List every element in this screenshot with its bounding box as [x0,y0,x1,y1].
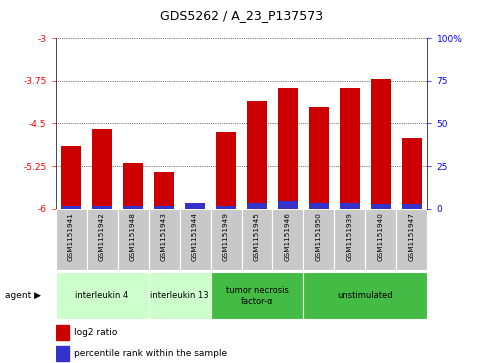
Bar [92,129,112,209]
FancyBboxPatch shape [242,209,272,270]
FancyBboxPatch shape [117,209,149,270]
Bar [56,325,69,340]
Bar [185,203,205,209]
Bar [216,206,236,209]
Bar [278,88,298,209]
FancyBboxPatch shape [211,209,242,270]
Bar [309,107,329,209]
FancyBboxPatch shape [366,209,397,270]
Bar [340,88,360,209]
Bar [340,203,360,209]
Bar [371,79,391,209]
Bar [402,204,422,209]
FancyBboxPatch shape [303,273,427,319]
Bar [402,138,422,209]
FancyBboxPatch shape [56,273,149,319]
FancyBboxPatch shape [334,209,366,270]
Text: GSM1151939: GSM1151939 [347,212,353,261]
FancyBboxPatch shape [149,273,211,319]
Bar [309,203,329,209]
Bar [247,101,267,209]
Bar [216,132,236,209]
Bar [154,206,174,209]
Text: tumor necrosis
factor-α: tumor necrosis factor-α [226,286,288,306]
FancyBboxPatch shape [272,209,303,270]
Text: GSM1151944: GSM1151944 [192,212,198,261]
Text: percentile rank within the sample: percentile rank within the sample [74,349,227,358]
Text: log2 ratio: log2 ratio [74,328,117,337]
Text: GSM1151946: GSM1151946 [285,212,291,261]
Text: unstimulated: unstimulated [338,291,393,300]
Bar [61,146,81,209]
Bar [56,346,69,361]
Bar [92,206,112,209]
Text: GSM1151947: GSM1151947 [409,212,415,261]
Bar [123,206,143,209]
Bar [61,206,81,209]
Text: GSM1151942: GSM1151942 [99,212,105,261]
Text: interleukin 13: interleukin 13 [150,291,209,300]
Text: GSM1151943: GSM1151943 [161,212,167,261]
Text: GSM1151945: GSM1151945 [254,212,260,261]
Text: GSM1151948: GSM1151948 [130,212,136,261]
Bar [154,172,174,209]
Bar [247,203,267,209]
Text: GSM1151940: GSM1151940 [378,212,384,261]
Bar [278,201,298,209]
FancyBboxPatch shape [397,209,427,270]
Text: GDS5262 / A_23_P137573: GDS5262 / A_23_P137573 [160,9,323,22]
FancyBboxPatch shape [149,209,180,270]
Text: agent ▶: agent ▶ [5,291,41,300]
Text: GSM1151950: GSM1151950 [316,212,322,261]
Bar [185,205,205,209]
Text: GSM1151949: GSM1151949 [223,212,229,261]
FancyBboxPatch shape [86,209,117,270]
Bar [371,204,391,209]
FancyBboxPatch shape [56,209,86,270]
Text: interleukin 4: interleukin 4 [75,291,128,300]
FancyBboxPatch shape [211,273,303,319]
FancyBboxPatch shape [303,209,334,270]
Text: GSM1151941: GSM1151941 [68,212,74,261]
FancyBboxPatch shape [180,209,211,270]
Bar [123,163,143,209]
